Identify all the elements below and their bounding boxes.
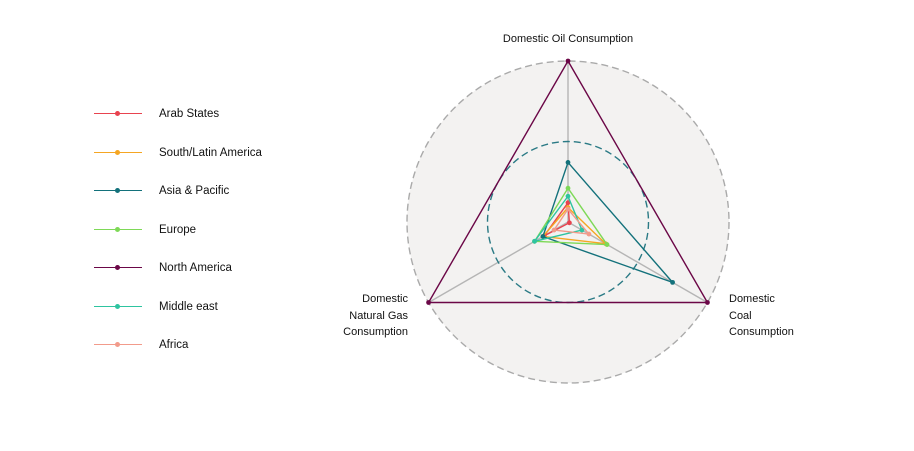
legend-label: Africa [159, 339, 189, 351]
legend-label: North America [159, 262, 232, 274]
legend-label: Arab States [159, 108, 220, 120]
data-point-north-america [426, 300, 431, 305]
axis-label-gas: Domestic Natural Gas Consumption [320, 291, 408, 341]
series-line-north-america [427, 60, 709, 304]
series-line-south-latin-america [542, 206, 607, 245]
legend-item-south-latin-america: South/Latin America [92, 143, 262, 182]
legend-swatch-dot [115, 226, 120, 232]
data-point-north-america [705, 300, 710, 305]
legend-swatch-dot [115, 111, 120, 116]
axis-label-oil: Domestic Oil Consumption [468, 31, 668, 48]
axis-spoke [567, 221, 708, 304]
data-point-africa [565, 206, 571, 212]
data-point-arab-states [566, 220, 572, 226]
series-line-asia-pacific [542, 161, 674, 284]
data-point-arab-states [565, 200, 571, 206]
legend-swatch [92, 104, 144, 124]
axis-label-gas-line-2: Natural Gas [349, 309, 408, 322]
axis-label-coal-line-2: Coal [729, 309, 752, 322]
data-point-africa [586, 231, 592, 237]
axis-label-gas-line-3: Consumption [343, 326, 408, 338]
legend-label: Asia & Pacific [159, 185, 230, 197]
data-point-asia-pacific [565, 160, 571, 165]
data-point-asia-pacific [670, 279, 675, 285]
legend-swatch [92, 181, 144, 201]
data-point-middle-east [579, 227, 585, 233]
legend-label: Europe [159, 223, 197, 236]
axis-label-coal-line-3: Consumption [729, 326, 794, 338]
legend-swatch-dot [115, 188, 120, 193]
series-line-europe [533, 187, 608, 246]
legend-swatch [92, 143, 144, 163]
axis-label-coal: Domestic Coal Consumption [729, 291, 794, 341]
series-line-arab-states [543, 201, 571, 237]
legend-item-asia-pacific: Asia & Pacific [92, 181, 262, 220]
legend-swatch [92, 220, 144, 240]
data-point-europe [565, 185, 571, 191]
axis-label-coal-line-1: Domestic [729, 293, 775, 305]
legend-swatch [92, 258, 144, 278]
axis-label-oil-line: Domestic Oil Consumption [502, 33, 634, 45]
legend-item-africa: Africa [92, 335, 262, 374]
outer-grid-ring [406, 60, 730, 384]
legend-item-arab-states: Arab States [92, 104, 262, 143]
legend-item-north-america: North America [92, 258, 262, 297]
legend-swatch-dot [115, 303, 120, 309]
data-point-asia-pacific [540, 234, 546, 239]
legend-swatch-dot [115, 265, 120, 270]
series-line-middle-east [533, 195, 583, 243]
axis-label-gas-line-1: Domestic [362, 293, 408, 305]
series-line-africa [553, 208, 590, 235]
legend-swatch [92, 335, 144, 355]
data-point-middle-east [565, 193, 571, 199]
legend-item-middle-east: Middle east [92, 297, 262, 336]
data-point-middle-east [532, 238, 537, 244]
data-point-europe [604, 242, 610, 247]
legend-swatch [92, 297, 144, 317]
legend-label: South/Latin America [159, 146, 262, 159]
data-point-africa [551, 227, 557, 233]
legend: Arab States South/Latin America Asia & Pac… [92, 104, 262, 374]
legend-label: Middle east [159, 300, 218, 313]
legend-swatch-dot [115, 342, 120, 347]
data-point-north-america [565, 58, 571, 64]
legend-item-europe: Europe [92, 220, 262, 259]
legend-swatch-dot [115, 149, 120, 155]
